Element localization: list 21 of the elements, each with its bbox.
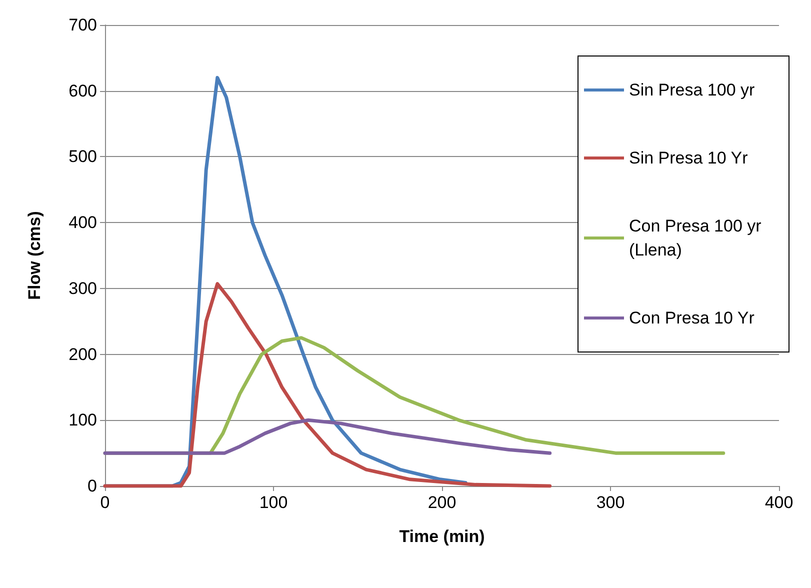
x-tick-label: 100 bbox=[259, 493, 288, 512]
x-tick-label: 200 bbox=[428, 493, 456, 512]
y-tick-label: 300 bbox=[68, 278, 97, 298]
y-tick-label: 0 bbox=[88, 476, 97, 496]
x-tick-label: 300 bbox=[596, 493, 625, 512]
legend-label: Sin Presa 10 Yr bbox=[629, 148, 748, 168]
y-tick-label: 200 bbox=[68, 344, 97, 364]
y-tick-label: 500 bbox=[68, 147, 97, 166]
y-tick-label: 100 bbox=[68, 410, 97, 430]
y-tick-label: 700 bbox=[68, 16, 97, 34]
x-tick-label: 400 bbox=[764, 493, 794, 512]
x-axis-title: Time (min) bbox=[399, 527, 485, 546]
y-tick-label: 600 bbox=[68, 81, 97, 100]
y-axis-title: Flow (cms) bbox=[25, 211, 44, 300]
line-series bbox=[103, 282, 552, 488]
y-tick-label: 400 bbox=[68, 213, 97, 232]
legend-label: Con Presa 100 yr (Llena) bbox=[629, 216, 766, 260]
legend-label: Sin Presa 100 yr bbox=[629, 80, 756, 100]
legend-label: Con Presa 10 Yr bbox=[629, 308, 755, 328]
x-tick-label: 0 bbox=[100, 493, 110, 512]
line-series bbox=[103, 418, 552, 455]
